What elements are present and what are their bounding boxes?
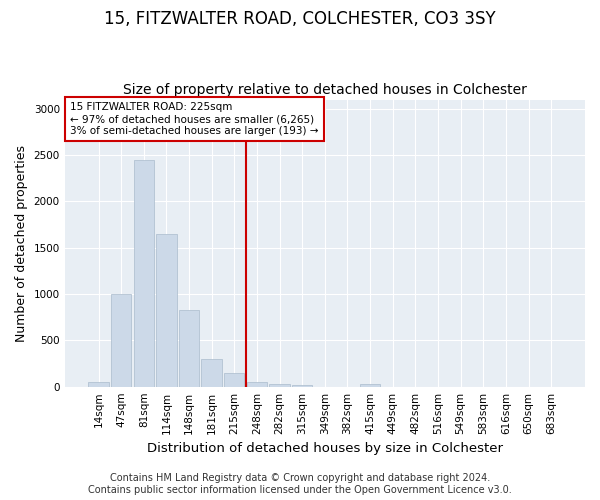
Bar: [111, 294, 131, 386]
Text: 15 FITZWALTER ROAD: 225sqm
← 97% of detached houses are smaller (6,265)
3% of se: 15 FITZWALTER ROAD: 225sqm ← 97% of deta…: [70, 102, 319, 136]
Bar: [360, 384, 380, 386]
Title: Size of property relative to detached houses in Colchester: Size of property relative to detached ho…: [123, 83, 527, 97]
Bar: [202, 359, 222, 386]
Text: 15, FITZWALTER ROAD, COLCHESTER, CO3 3SY: 15, FITZWALTER ROAD, COLCHESTER, CO3 3SY: [104, 10, 496, 28]
Bar: [156, 234, 176, 386]
X-axis label: Distribution of detached houses by size in Colchester: Distribution of detached houses by size …: [147, 442, 503, 455]
Text: Contains HM Land Registry data © Crown copyright and database right 2024.
Contai: Contains HM Land Registry data © Crown c…: [88, 474, 512, 495]
Bar: [134, 160, 154, 386]
Bar: [269, 384, 290, 386]
Bar: [179, 310, 199, 386]
Bar: [247, 382, 267, 386]
Bar: [224, 373, 244, 386]
Bar: [88, 382, 109, 386]
Y-axis label: Number of detached properties: Number of detached properties: [15, 144, 28, 342]
Bar: [292, 385, 313, 386]
